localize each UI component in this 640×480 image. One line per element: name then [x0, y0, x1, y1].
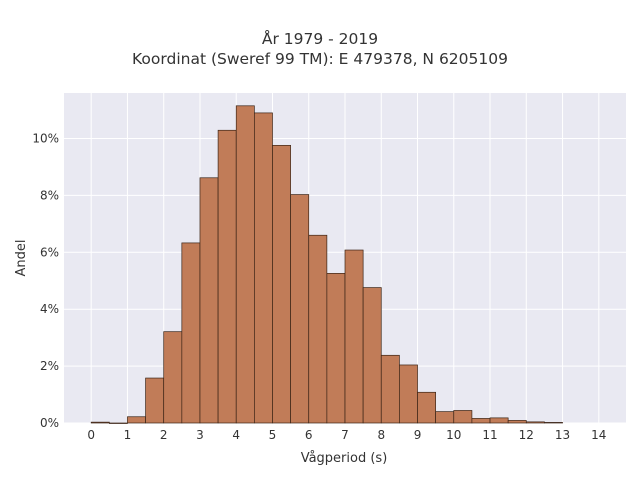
x-tick-label: 5 — [269, 428, 277, 442]
x-tick-label: 1 — [124, 428, 132, 442]
histogram-bar — [145, 377, 165, 424]
histogram-bar — [290, 194, 310, 424]
y-tick-label: 10% — [32, 132, 59, 146]
x-tick-label: 8 — [377, 428, 385, 442]
y-tick-labels: 0% 2% 4% 6% 8% 10% — [32, 132, 59, 430]
histogram-bar — [417, 391, 436, 424]
x-tick-label: 13 — [555, 428, 570, 442]
y-tick-label: 0% — [40, 416, 59, 430]
x-tick-labels: 0 1 2 3 4 5 6 7 8 9 10 11 12 13 14 — [87, 428, 606, 442]
x-tick-label: 6 — [305, 428, 313, 442]
histogram-bar — [199, 177, 219, 424]
y-axis-label: Andel — [14, 240, 29, 277]
x-tick-label: 14 — [591, 428, 606, 442]
chart-subtitle: Koordinat (Sweref 99 TM): E 479378, N 62… — [132, 50, 508, 68]
histogram-bar — [489, 417, 509, 424]
x-tick-label: 7 — [341, 428, 349, 442]
histogram-bar — [163, 331, 183, 424]
histogram-bar — [181, 242, 201, 424]
histogram-bar — [362, 287, 382, 424]
x-tick-label: 9 — [414, 428, 422, 442]
histogram-bar — [507, 420, 527, 424]
histogram-bar — [90, 421, 110, 424]
histogram-bar — [344, 249, 364, 424]
histogram-bar — [435, 411, 455, 424]
histogram-bar — [308, 234, 328, 424]
histogram-bar — [235, 105, 255, 424]
histogram-bar — [380, 354, 400, 424]
bars — [90, 105, 563, 424]
x-tick-label: 4 — [232, 428, 240, 442]
x-tick-label: 0 — [87, 428, 95, 442]
y-tick-label: 4% — [40, 302, 59, 316]
histogram-bar — [399, 364, 418, 424]
x-tick-label: 10 — [446, 428, 461, 442]
y-tick-label: 2% — [40, 359, 59, 373]
x-tick-label: 12 — [519, 428, 534, 442]
histogram-bar — [217, 129, 237, 424]
x-tick-label: 2 — [160, 428, 168, 442]
histogram-bar — [453, 410, 473, 424]
y-tick-label: 6% — [40, 245, 59, 259]
x-tick-label: 11 — [482, 428, 497, 442]
x-tick-label: 3 — [196, 428, 204, 442]
histogram-bar — [254, 112, 273, 424]
histogram-bar — [544, 422, 563, 424]
histogram-bar — [108, 422, 128, 424]
x-axis-label: Vågperiod (s) — [301, 451, 388, 466]
histogram-bar — [127, 416, 146, 424]
histogram-bar — [471, 418, 491, 424]
histogram-bar — [525, 421, 545, 424]
chart-title: År 1979 - 2019 — [261, 30, 379, 48]
histogram-bar — [272, 144, 291, 424]
histogram-bar — [326, 273, 346, 424]
y-tick-label: 8% — [40, 188, 59, 202]
